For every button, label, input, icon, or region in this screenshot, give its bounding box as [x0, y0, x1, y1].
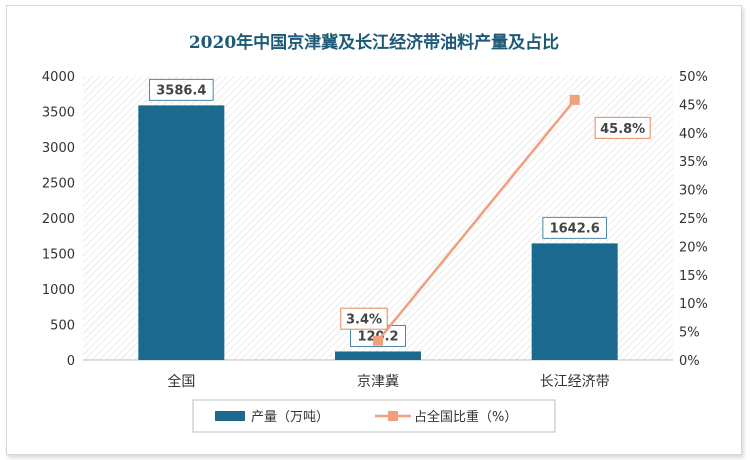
- bar-data-label-box: [542, 216, 607, 239]
- category-label: 长江经济带: [540, 374, 610, 390]
- left-axis-tick-label: 3000: [42, 141, 75, 156]
- chart-svg: 2020年中国京津冀及长江经济带油料产量及占比 0 500 1000 1500 2000…: [42, 32, 708, 433]
- share-line: [377, 99, 576, 342]
- left-axis-tick-label: 500: [50, 319, 75, 334]
- right-axis-tick-label: 35%: [679, 155, 708, 170]
- category-label: 全国: [167, 373, 195, 390]
- bar: [138, 105, 225, 360]
- share-point: [569, 94, 580, 105]
- legend-label-share: 占全国比重（%）: [414, 409, 517, 425]
- right-axis-tick-label: 10%: [679, 297, 708, 312]
- bar: [335, 351, 421, 360]
- legend: 产量（万吨） 占全国比重（%）: [192, 399, 556, 433]
- bar-series: 3586.4120.21642.6: [138, 78, 618, 360]
- share-data-label-box: [594, 116, 651, 139]
- share-data-label: 45.8%: [600, 122, 645, 137]
- right-axis-tick-label: 50%: [679, 70, 708, 85]
- legend-marker-share: [388, 411, 398, 421]
- category-label: 京津冀: [357, 374, 399, 390]
- right-axis-tick-label: 25%: [679, 212, 708, 227]
- legend-label-production: 产量（万吨）: [251, 410, 329, 425]
- left-axis-tick-label: 3500: [42, 106, 75, 121]
- right-axis-tick-label: 40%: [679, 127, 708, 142]
- bar-data-label: 1642.6: [550, 221, 600, 236]
- right-axis-tick-label: 0%: [679, 354, 700, 369]
- left-axis-ticks: 0 500 1000 1500 2000 2500 3000 3500 4000: [42, 70, 75, 369]
- right-axis-tick-label: 45%: [679, 98, 708, 113]
- right-axis-ticks: 0% 5% 10% 15% 20% 25% 30% 35% 40% 45% 50%: [679, 70, 708, 369]
- left-axis-tick-label: 4000: [42, 70, 75, 85]
- left-axis-tick-label: 2000: [42, 212, 75, 227]
- legend-box: [192, 399, 556, 433]
- legend-swatch-production: [215, 411, 245, 421]
- left-axis-tick-label: 2500: [42, 177, 75, 192]
- chart-title: 2020年中国京津冀及长江经济带油料产量及占比: [189, 32, 559, 53]
- left-axis-tick-label: 0: [67, 354, 75, 369]
- bar: [531, 243, 618, 360]
- left-axis-tick-label: 1000: [42, 283, 75, 298]
- share-point: [373, 335, 383, 346]
- category-labels: 全国 京津冀 长江经济带: [167, 373, 609, 390]
- share-data-label: 3.4%: [346, 313, 382, 328]
- right-axis-tick-label: 20%: [679, 240, 708, 255]
- right-axis-tick-label: 30%: [679, 184, 708, 199]
- bar-data-label-box: [149, 78, 214, 101]
- left-axis-tick-label: 1500: [42, 248, 75, 263]
- line-series: 3.4% 45.8%: [340, 94, 651, 346]
- bar-data-label: 3586.4: [156, 83, 206, 98]
- chart-frame: 2020年中国京津冀及长江经济带油料产量及占比 0 500 1000 1500 2000…: [6, 5, 742, 455]
- share-data-label-box: [340, 307, 388, 330]
- right-axis-tick-label: 15%: [679, 269, 708, 284]
- right-axis-tick-label: 5%: [679, 326, 700, 341]
